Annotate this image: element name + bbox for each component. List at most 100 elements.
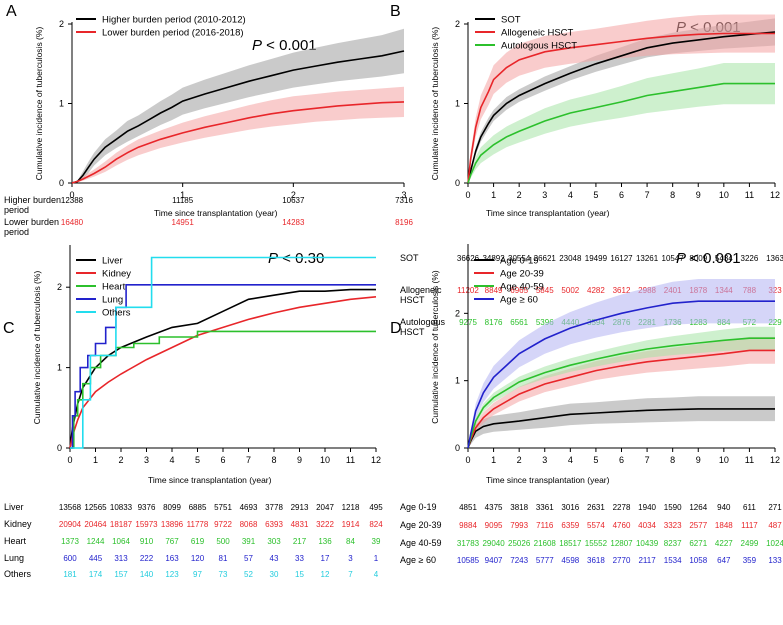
risk-value: 73 xyxy=(219,570,228,579)
x-tick-label: 3 xyxy=(144,455,149,465)
risk-value: 30 xyxy=(270,570,279,579)
risk-value: 824 xyxy=(369,520,383,529)
y-tick-label: 0 xyxy=(57,443,62,453)
risk-value: 940 xyxy=(717,503,731,512)
y-axis-title: Cumulative incidence of tuberculosis (%) xyxy=(34,27,44,181)
risk-value: 174 xyxy=(89,570,103,579)
curve xyxy=(467,337,775,449)
risk-value: 8196 xyxy=(395,218,413,227)
x-tick-label: 0 xyxy=(465,190,470,200)
risk-value: 1 xyxy=(374,554,379,563)
legend-label: SOT xyxy=(501,15,521,26)
risk-value: 23048 xyxy=(559,254,582,263)
risk-value: 6965 xyxy=(510,286,528,295)
risk-value: 1373 xyxy=(61,537,79,546)
risk-value: 10547 xyxy=(662,254,685,263)
risk-value: 84 xyxy=(346,537,355,546)
y-tick-label: 1 xyxy=(59,99,64,109)
p-value: P < 0.001 xyxy=(252,37,317,54)
x-tick-label: 4 xyxy=(169,455,174,465)
risk-value: 8849 xyxy=(485,286,503,295)
risk-value: 10439 xyxy=(636,539,659,548)
risk-value: 123 xyxy=(165,570,179,579)
y-axis-title: Cumulative incidence of tuberculosis (%) xyxy=(430,270,440,424)
x-tick-label: 10 xyxy=(719,455,729,465)
risk-value: 10585 xyxy=(457,556,480,565)
risk-value: 120 xyxy=(191,554,205,563)
risk-value: 5396 xyxy=(536,318,554,327)
risk-value: 3818 xyxy=(510,503,528,512)
risk-value: 2770 xyxy=(613,556,631,565)
risk-value: 163 xyxy=(165,554,179,563)
risk-value: 136 xyxy=(318,537,332,546)
risk-row-label: Age 40-59 xyxy=(400,538,442,548)
panel-label: C xyxy=(3,320,15,337)
risk-value: 133 xyxy=(768,556,782,565)
risk-value: 6561 xyxy=(510,318,528,327)
risk-value: 1244 xyxy=(87,537,105,546)
curve xyxy=(70,330,376,449)
x-tick-label: 5 xyxy=(593,190,598,200)
risk-value: 7993 xyxy=(510,521,528,530)
y-tick-label: 2 xyxy=(455,19,460,29)
risk-value: 1940 xyxy=(638,503,656,512)
risk-value: 9407 xyxy=(485,556,503,565)
risk-value: 4034 xyxy=(638,521,656,530)
ci-band xyxy=(468,336,775,448)
risk-row-label: Kidney xyxy=(4,519,32,529)
risk-value: 6885 xyxy=(189,503,207,512)
panel-label: B xyxy=(390,3,401,20)
risk-value: 18187 xyxy=(110,520,133,529)
x-tick-label: 10 xyxy=(719,190,729,200)
risk-table: Age 0-19 4851 4375 3818 3361 3016 2631 2278 1940… xyxy=(400,502,783,565)
p-symbol: P xyxy=(268,250,278,267)
p-symbol: P xyxy=(252,37,262,54)
x-tick-label: 6 xyxy=(619,455,624,465)
risk-value: 359 xyxy=(743,556,757,565)
risk-value: 1590 xyxy=(664,503,682,512)
risk-value: 4760 xyxy=(613,521,631,530)
p-value: P < 0.001 xyxy=(676,250,741,267)
risk-row-label: period xyxy=(4,205,29,215)
risk-value: 8068 xyxy=(240,520,258,529)
y-tick-label: 0 xyxy=(59,178,64,188)
risk-value: 2117 xyxy=(638,556,656,565)
y-tick-label: 1 xyxy=(455,99,460,109)
curve xyxy=(70,256,376,449)
risk-value: 2278 xyxy=(613,503,631,512)
risk-value: 181 xyxy=(63,570,77,579)
risk-value: 1264 xyxy=(689,503,707,512)
x-tick-label: 5 xyxy=(195,455,200,465)
risk-value: 2913 xyxy=(291,503,309,512)
risk-row-label: Lower burden xyxy=(4,217,59,227)
risk-row-label: SOT xyxy=(400,253,419,263)
risk-value: 4375 xyxy=(485,503,503,512)
ci-band xyxy=(72,86,404,183)
x-tick-label: 2 xyxy=(118,455,123,465)
risk-value: 29040 xyxy=(482,539,505,548)
risk-value: 15973 xyxy=(135,520,158,529)
risk-value: 15552 xyxy=(585,539,608,548)
legend-label: Lower burden period (2016-2018) xyxy=(102,28,244,39)
risk-row-label: Allogeneic xyxy=(400,285,442,295)
risk-value: 9722 xyxy=(214,520,232,529)
curve xyxy=(71,101,405,184)
x-tick-label: 3 xyxy=(542,190,547,200)
risk-value: 13261 xyxy=(636,254,659,263)
risk-value: 52 xyxy=(244,570,253,579)
risk-value: 20464 xyxy=(84,520,107,529)
x-tick-label: 7 xyxy=(645,190,650,200)
y-tick-label: 1 xyxy=(57,363,62,373)
risk-value: 8237 xyxy=(664,539,682,548)
x-tick-label: 12 xyxy=(770,455,780,465)
risk-value: 5002 xyxy=(561,286,579,295)
risk-value: 81 xyxy=(219,554,228,563)
risk-value: 4598 xyxy=(561,556,579,565)
y-tick-label: 2 xyxy=(57,282,62,292)
risk-value: 3618 xyxy=(587,556,605,565)
curve xyxy=(467,82,775,184)
risk-value: 500 xyxy=(216,537,230,546)
risk-value: 4227 xyxy=(715,539,733,548)
